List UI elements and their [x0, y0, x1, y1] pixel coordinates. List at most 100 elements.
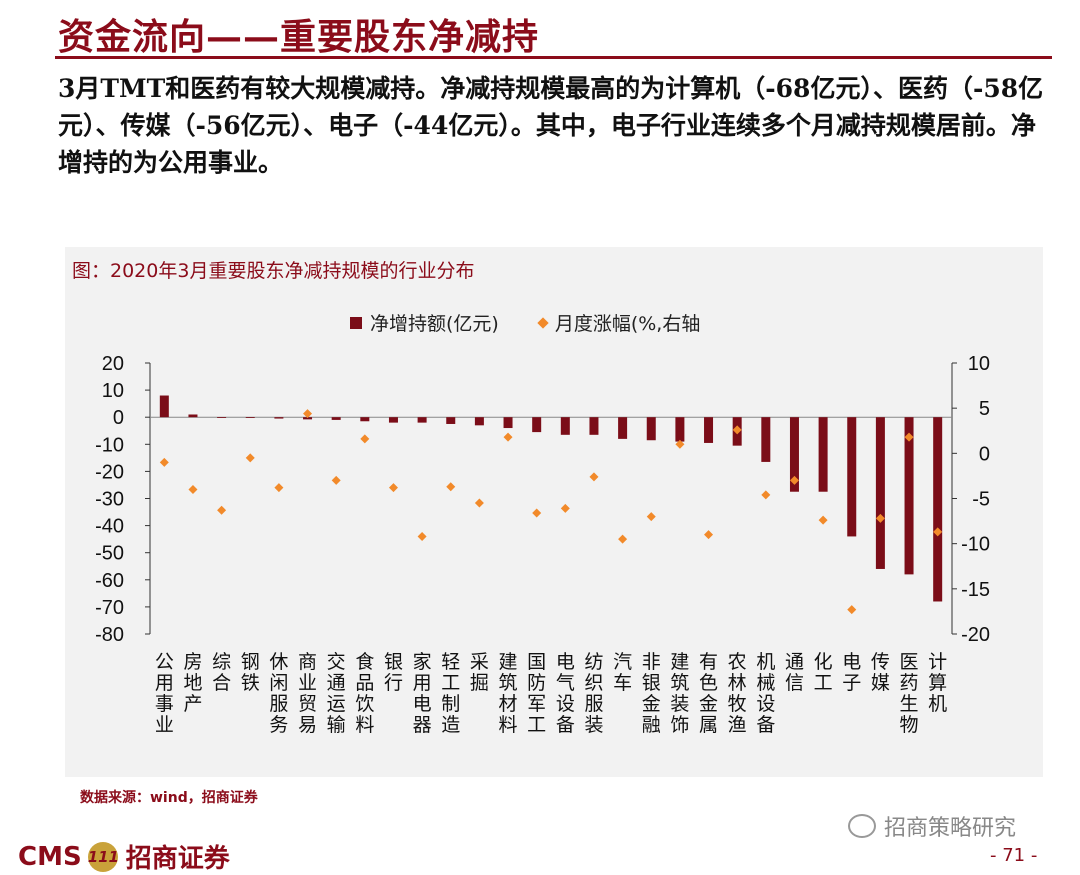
wechat-icon: [848, 814, 876, 838]
chart-title: 图：2020年3月重要股东净减持规模的行业分布: [72, 260, 475, 282]
bar-2: [217, 417, 227, 418]
point-18: [675, 439, 685, 449]
category-label: 商业贸易: [298, 651, 317, 736]
left-tick-label: -20: [95, 461, 124, 483]
bar-21: [761, 417, 771, 462]
bar-1: [188, 414, 198, 418]
bar-7: [360, 417, 370, 422]
legend-scatter-label: 月度涨幅(%,右轴: [554, 313, 701, 335]
category-label: 建筑材料: [499, 651, 518, 736]
point-22: [789, 475, 799, 485]
category-label: 银行: [384, 651, 403, 694]
category-label: 综合: [212, 651, 231, 694]
bar-16: [618, 417, 628, 439]
bar-17: [646, 417, 656, 441]
left-tick-label: -60: [95, 570, 124, 592]
logo-text: CMS: [18, 841, 82, 872]
page-number: - 71 -: [990, 845, 1038, 866]
point-23: [818, 515, 828, 525]
bar-3: [245, 417, 255, 418]
point-5: [303, 409, 313, 419]
right-tick-label: -10: [961, 534, 990, 556]
point-9: [417, 531, 427, 541]
category-label: 医药生物: [900, 651, 919, 736]
chart-legend: 净增持额(亿元) 月度涨幅(%,右轴: [350, 309, 700, 336]
category-label: 传媒: [871, 651, 890, 694]
right-tick-label: 0: [979, 443, 990, 465]
point-17: [646, 512, 656, 522]
right-tick-label: 10: [968, 353, 990, 375]
point-6: [331, 475, 341, 485]
bar-4: [274, 417, 284, 419]
bar-23: [818, 417, 828, 492]
point-21: [761, 490, 771, 500]
data-source: 数据来源：wind，招商证券: [80, 790, 258, 806]
point-16: [618, 534, 628, 544]
bar-15: [589, 417, 599, 435]
bar-22: [789, 417, 799, 492]
point-10: [446, 482, 456, 492]
category-label: 公用事业: [155, 651, 174, 736]
bar-11: [474, 417, 484, 426]
point-19: [704, 530, 714, 540]
bar-14: [560, 417, 570, 435]
category-label: 轻工制造: [441, 651, 460, 736]
right-tick-label: -15: [961, 579, 990, 601]
page-title: 资金流向——重要股东净减持: [58, 16, 540, 58]
category-label: 电气设备: [556, 651, 575, 736]
category-label: 休闲服务: [269, 651, 288, 736]
category-label: 纺织服装: [584, 651, 603, 736]
left-tick-label: -40: [95, 516, 124, 538]
bar-6: [331, 417, 341, 420]
point-27: [933, 527, 943, 537]
category-label: 食品饮料: [355, 651, 374, 736]
bar-5: [303, 417, 313, 420]
logo-badge-icon: 111: [87, 841, 119, 872]
point-4: [274, 483, 284, 493]
right-tick-label: -20: [961, 624, 990, 646]
point-11: [474, 498, 484, 508]
point-26: [904, 432, 914, 442]
category-label: 国防军工: [527, 651, 546, 736]
left-tick-label: -70: [95, 597, 124, 619]
bar-9: [417, 417, 427, 423]
point-25: [875, 513, 885, 523]
point-24: [847, 605, 857, 615]
category-label: 钢铁: [241, 651, 260, 694]
category-label: 化工: [814, 651, 833, 694]
point-15: [589, 472, 599, 482]
category-label: 电子: [842, 651, 861, 694]
category-label: 计算机: [928, 651, 947, 715]
category-label: 汽车: [613, 651, 632, 694]
right-tick-label: -5: [972, 489, 990, 511]
bar-24: [847, 417, 857, 537]
bar-19: [704, 417, 714, 443]
point-20: [732, 425, 742, 435]
point-3: [245, 453, 255, 463]
category-label: 有色金属: [699, 651, 718, 736]
bar-26: [904, 417, 914, 575]
left-tick-label: 10: [102, 380, 124, 402]
point-0: [159, 457, 169, 467]
point-2: [217, 505, 227, 515]
company-logo: CMS 111 招商证券: [18, 838, 230, 875]
watermark: 招商策略研究: [848, 810, 1016, 842]
left-tick-label: -30: [95, 489, 124, 511]
point-14: [560, 503, 570, 513]
point-12: [503, 432, 513, 442]
summary-text: 3月TMT和医药有较大规模减持。净减持规模最高的为计算机（-68亿元）、医药（-…: [58, 74, 1044, 177]
bar-0: [159, 395, 169, 418]
bar-18: [675, 417, 685, 442]
category-label: 通信: [785, 651, 804, 694]
left-tick-label: 0: [113, 407, 124, 429]
category-label: 农林牧渔: [728, 651, 747, 736]
category-label: 房地产: [183, 651, 202, 715]
bar-13: [532, 417, 542, 433]
category-label: 建筑装饰: [670, 651, 689, 736]
left-tick-label: -50: [95, 543, 124, 565]
category-label: 机械设备: [756, 651, 775, 736]
title-divider: [55, 56, 1052, 59]
legend-bar-label: 净增持额(亿元): [370, 313, 499, 335]
left-tick-label: -80: [95, 624, 124, 646]
point-7: [360, 434, 370, 444]
